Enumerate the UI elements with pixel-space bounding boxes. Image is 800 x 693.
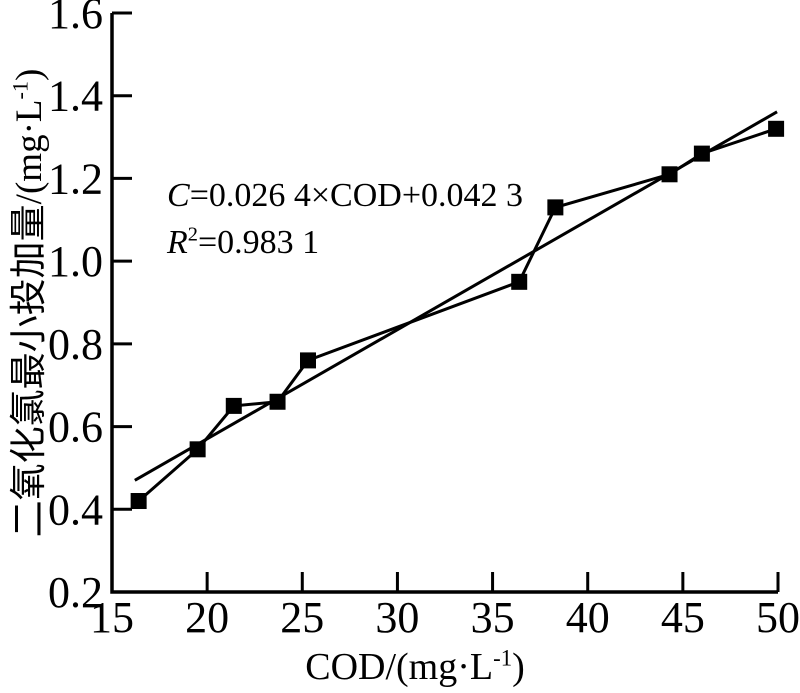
y-tick-label: 0.4 <box>48 485 103 534</box>
y-tick-label: 0.8 <box>48 320 103 369</box>
regression-annotation: C=0.026 4×COD+0.042 3 R2=0.983 1 <box>167 172 523 266</box>
y-axis-title-superscript: -1 <box>7 81 33 100</box>
data-point-marker <box>511 273 528 290</box>
x-axis-title-close: ) <box>512 646 525 688</box>
y-tick-label: 1.0 <box>48 237 103 286</box>
data-point-marker <box>189 441 206 458</box>
data-point-marker <box>547 199 564 216</box>
y-axis-title-close: ) <box>9 68 50 82</box>
y-axis-title-text: 二氧化氯最小投加量/(mg·L <box>9 99 50 538</box>
axes <box>110 13 778 594</box>
data-point-marker <box>269 393 286 410</box>
x-tick-label: 15 <box>90 593 134 642</box>
x-axis-title-superscript: -1 <box>493 645 513 671</box>
x-tick-label: 35 <box>471 593 515 642</box>
data-point-marker <box>768 120 785 137</box>
y-tick-label: 1.2 <box>48 154 103 203</box>
x-tick-label: 40 <box>566 593 610 642</box>
r-squared-line: R2=0.983 1 <box>167 219 523 266</box>
y-tick-label: 0.6 <box>48 403 103 452</box>
r-squared-text: =0.983 1 <box>197 224 320 261</box>
y-tick-label: 1.6 <box>48 0 103 38</box>
equation-text: =0.026 4×COD+0.042 3 <box>189 177 523 214</box>
x-tick-label: 25 <box>280 593 324 642</box>
x-tick-label: 30 <box>375 593 419 642</box>
x-axis-title-text: COD/(mg·L <box>305 646 494 688</box>
x-tick-label: 45 <box>661 593 705 642</box>
data-point-marker <box>299 352 316 369</box>
data-point-marker <box>693 145 710 162</box>
data-point-marker <box>225 397 242 414</box>
x-tick-label: 50 <box>756 593 800 642</box>
r-squared-variable: R <box>167 224 188 261</box>
data-line <box>137 127 777 503</box>
y-tick-label: 1.4 <box>48 72 103 121</box>
y-axis-title: 二氧化氯最小投加量/(mg·L-1) <box>0 69 52 538</box>
r-squared-superscript: 2 <box>187 223 198 246</box>
equation-variable: C <box>167 177 190 214</box>
x-axis-title: COD/(mg·L-1) <box>305 645 525 689</box>
x-tick-label: 20 <box>185 593 229 642</box>
data-point-marker <box>661 166 678 183</box>
y-tick-label: 0.2 <box>48 568 103 617</box>
data-point-marker <box>130 493 147 510</box>
regression-equation: C=0.026 4×COD+0.042 3 <box>167 172 523 219</box>
